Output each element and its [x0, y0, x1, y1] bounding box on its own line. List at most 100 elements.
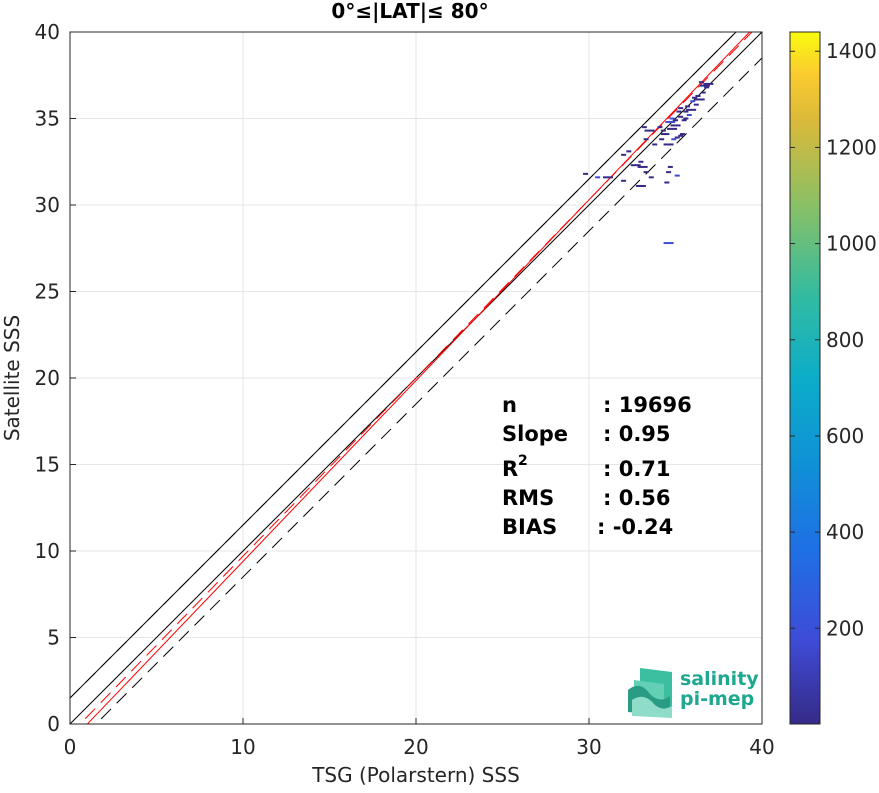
logo-text-pi-mep: pi-mep [680, 688, 754, 710]
data-point [669, 117, 675, 120]
y-tick-label: 25 [35, 280, 60, 304]
data-point [671, 138, 677, 141]
data-point [667, 127, 678, 130]
stat-n-value: : 19696 [603, 393, 692, 417]
data-point [670, 124, 681, 127]
colorbar-ticks: 200 400 600 800 1000 1200 1400 [790, 39, 877, 640]
data-point [686, 114, 692, 117]
y-axis-ticks: 0 5 10 15 20 25 30 35 40 [35, 20, 76, 736]
data-point [679, 133, 685, 136]
x-tick-label: 10 [230, 735, 255, 759]
data-point [700, 91, 706, 94]
data-point [683, 117, 689, 120]
colorbar-tick-label: 1200 [826, 135, 877, 159]
secondary-fit-dashed-line [79, 32, 753, 724]
data-point [699, 84, 710, 87]
x-tick-label: 30 [576, 735, 601, 759]
x-axis-label: TSG (Polarstern) SSS [311, 763, 520, 787]
data-point [692, 96, 698, 99]
colorbar [789, 31, 821, 725]
data-point [648, 176, 654, 179]
data-point [644, 129, 655, 132]
offset-line [70, 32, 737, 699]
data-point [703, 82, 714, 85]
data-points [583, 81, 714, 245]
stat-slope-label: Slope [502, 422, 568, 446]
colorbar-tick-label: 1000 [826, 232, 877, 256]
data-point [637, 165, 648, 168]
stat-n-label: n [502, 393, 517, 417]
data-point [664, 181, 670, 184]
colorbar-tick-label: 400 [826, 520, 864, 544]
data-point [621, 153, 627, 156]
data-point [667, 165, 673, 168]
data-point [681, 119, 687, 122]
colorbar-tick-label: 200 [826, 616, 864, 640]
data-point [660, 133, 666, 136]
data-point [693, 103, 699, 106]
x-tick-label: 20 [403, 735, 428, 759]
data-point [678, 134, 684, 137]
x-tick-label: 40 [749, 735, 774, 759]
stat-r2-value: : 0.71 [603, 457, 671, 481]
data-point [695, 95, 701, 98]
data-point [676, 110, 682, 113]
envelope-dashed-line [95, 57, 762, 724]
data-point [686, 108, 697, 111]
wave-logo-icon [628, 668, 672, 718]
data-point [643, 138, 649, 141]
colorbar-tick-label: 800 [826, 328, 864, 352]
data-point [635, 184, 646, 187]
stat-bias-value: : -0.24 [597, 515, 673, 539]
stat-slope-value: : 0.95 [603, 422, 671, 446]
data-point [666, 171, 672, 174]
data-point [674, 136, 680, 139]
data-point [583, 172, 589, 175]
data-point [643, 171, 649, 174]
stat-rms-label: RMS [502, 486, 554, 510]
data-point [595, 176, 601, 179]
data-point [652, 143, 658, 146]
colorbar-tick-label: 1400 [826, 39, 877, 63]
data-point [665, 120, 676, 123]
y-tick-label: 40 [35, 20, 60, 44]
data-point [683, 110, 689, 113]
y-tick-label: 10 [35, 539, 60, 563]
y-tick-label: 0 [47, 712, 60, 736]
data-point [660, 129, 666, 132]
y-tick-label: 30 [35, 193, 60, 217]
data-point [664, 133, 670, 136]
data-point [704, 86, 710, 89]
y-tick-label: 20 [35, 366, 60, 390]
data-point [630, 164, 641, 167]
x-tick-label: 0 [64, 735, 77, 759]
data-point [641, 126, 647, 129]
x-axis-ticks: 0 10 20 30 40 [64, 718, 775, 759]
data-point [678, 115, 684, 118]
stat-rms-value: : 0.56 [603, 486, 671, 510]
data-point [638, 160, 644, 163]
y-tick-label: 35 [35, 107, 60, 131]
data-point [673, 119, 678, 122]
y-axis-label: Satellite SSS [0, 315, 24, 441]
stat-bias-label: BIAS [502, 515, 557, 539]
y-tick-label: 15 [35, 453, 60, 477]
data-point [694, 98, 705, 101]
stat-r2-label: R [502, 457, 518, 481]
data-point [663, 242, 674, 245]
salinity-pi-mep-logo: salinity pi-mep [628, 668, 759, 718]
data-point [659, 138, 665, 141]
chart-title: 0°≤|LAT|≤ 80° [331, 0, 488, 23]
data-point [663, 143, 674, 146]
data-point [690, 100, 696, 103]
data-point [674, 174, 680, 177]
data-point [678, 107, 684, 110]
data-point [698, 81, 704, 84]
data-point [621, 179, 627, 182]
data-point [685, 105, 691, 108]
stats-box: n : 19696 Slope : 0.95 R 2 : 0.71 RMS : … [502, 393, 692, 539]
logo-text-salinity: salinity [680, 668, 759, 690]
stat-r2-superscript: 2 [518, 453, 528, 469]
